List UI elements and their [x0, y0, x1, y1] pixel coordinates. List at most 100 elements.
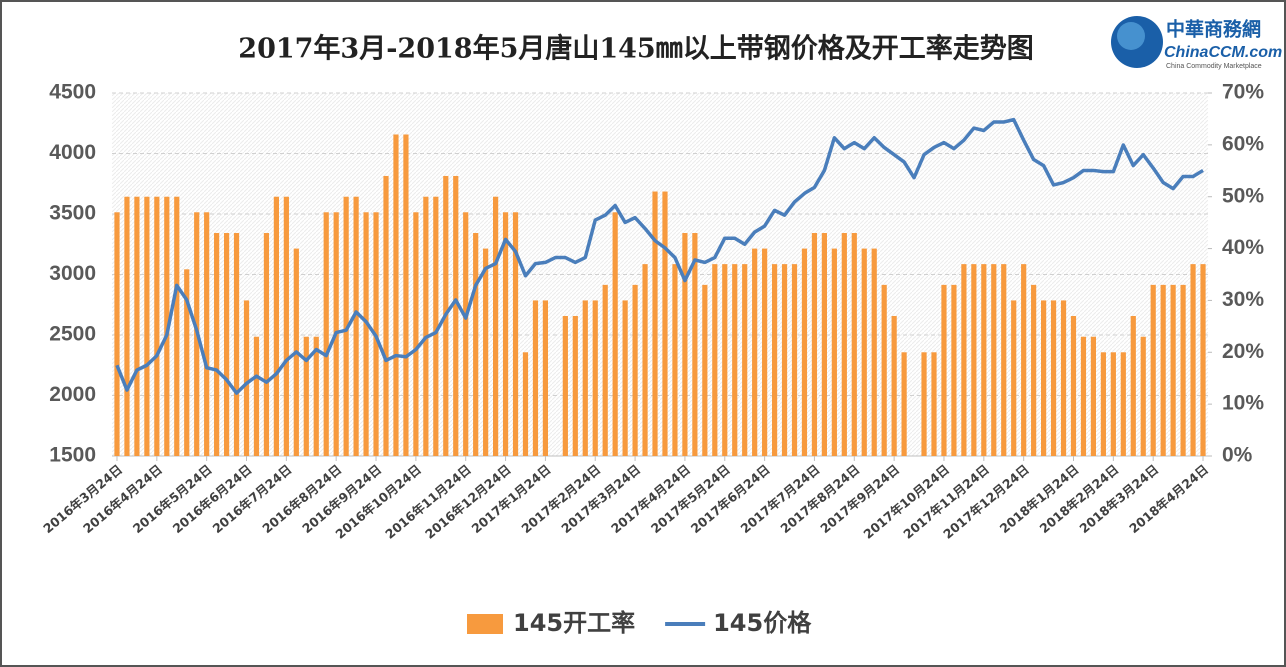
y-tick-label: 4500: [49, 81, 96, 104]
y-tick-label: 3000: [49, 262, 96, 285]
bar: [512, 212, 519, 456]
bar: [1060, 300, 1067, 456]
price-line: [115, 117, 1204, 395]
bar: [861, 248, 867, 456]
legend-label: 145开工率: [513, 609, 635, 637]
bar: [433, 196, 439, 456]
bar: [413, 212, 419, 456]
bar: [154, 196, 160, 456]
bar: [702, 284, 708, 456]
bar: [144, 196, 150, 456]
bar: [253, 336, 260, 456]
bar: [273, 196, 279, 456]
bar: [971, 264, 977, 456]
bar: [1041, 300, 1047, 456]
bar: [1110, 352, 1116, 456]
bar: [941, 284, 947, 456]
bar: [562, 315, 568, 456]
y2-tick-label: 40%: [1222, 236, 1264, 259]
bar: [1130, 315, 1136, 456]
y2-tick-label: 30%: [1222, 288, 1264, 311]
bar: [1011, 300, 1017, 456]
bar: [801, 248, 808, 456]
bar: [1090, 336, 1097, 456]
bar: [493, 196, 499, 456]
y2-tick-label: 60%: [1222, 132, 1264, 155]
bar: [453, 175, 459, 456]
bar: [1140, 336, 1146, 456]
bar: [742, 264, 748, 456]
logo-name: 中華商務網: [1166, 18, 1261, 41]
bar: [353, 196, 359, 456]
bar: [1080, 336, 1087, 456]
bar: [1170, 284, 1176, 456]
bar: [732, 264, 738, 456]
bar: [781, 264, 788, 456]
bar: [403, 134, 409, 456]
bar: [263, 233, 270, 456]
bar: [1120, 352, 1126, 456]
bar: [502, 212, 509, 456]
bar: [532, 300, 539, 456]
bar: [1031, 284, 1037, 456]
bar: [184, 269, 190, 456]
bar: [921, 352, 927, 456]
bar: [821, 233, 827, 456]
bar: [303, 336, 309, 456]
bar: [243, 300, 250, 456]
y2-tick-label: 0%: [1222, 444, 1253, 467]
bar: [831, 248, 837, 456]
logo-site: ChinaCCM.com: [1164, 44, 1282, 61]
bar: [632, 284, 638, 456]
bar: [642, 264, 648, 456]
bar: [1160, 284, 1166, 456]
bar: [214, 233, 220, 456]
bar: [811, 233, 818, 456]
bar: [323, 212, 329, 456]
bar: [233, 233, 240, 456]
bar: [612, 212, 618, 456]
y2-tick-label: 70%: [1222, 81, 1264, 104]
bar: [473, 233, 479, 456]
bar: [134, 196, 140, 456]
bar: [682, 233, 688, 456]
y-tick-label: 4000: [49, 141, 96, 164]
bar: [1050, 300, 1057, 456]
bar: [881, 284, 887, 456]
bar: [771, 264, 778, 456]
bar: [483, 248, 489, 456]
y-tick-label: 2000: [49, 383, 96, 406]
bar: [463, 212, 469, 456]
bar: [542, 300, 549, 456]
bar: [592, 300, 598, 456]
logo-highlight: [1117, 22, 1145, 50]
bar: [951, 284, 957, 456]
bar: [931, 352, 937, 456]
bar: [791, 264, 798, 456]
bar: [343, 196, 349, 456]
bar: [692, 233, 698, 456]
bar: [383, 175, 389, 456]
bar: [712, 264, 718, 456]
bar: [662, 191, 668, 456]
bar: [1200, 264, 1206, 456]
bar: [961, 264, 967, 456]
logo: 中華商務網 ChinaCCM.com China Commodity Marke…: [1111, 16, 1282, 70]
bar: [672, 264, 678, 456]
bar: [901, 352, 907, 456]
y-tick-label: 3500: [49, 202, 96, 225]
bar: [991, 264, 997, 456]
chart-title: 2017年3月-2018年5月唐山145㎜以上带钢价格及开工率走势图: [238, 33, 1033, 65]
bar: [1001, 264, 1007, 456]
bar: [393, 134, 399, 456]
bar: [851, 233, 857, 456]
bar: [363, 212, 369, 456]
bar: [752, 248, 758, 456]
bar: [1070, 315, 1077, 456]
bar: [223, 233, 230, 456]
bar: [652, 191, 658, 456]
bar: [572, 315, 578, 456]
bar: [522, 352, 529, 456]
bar: [1021, 264, 1027, 456]
